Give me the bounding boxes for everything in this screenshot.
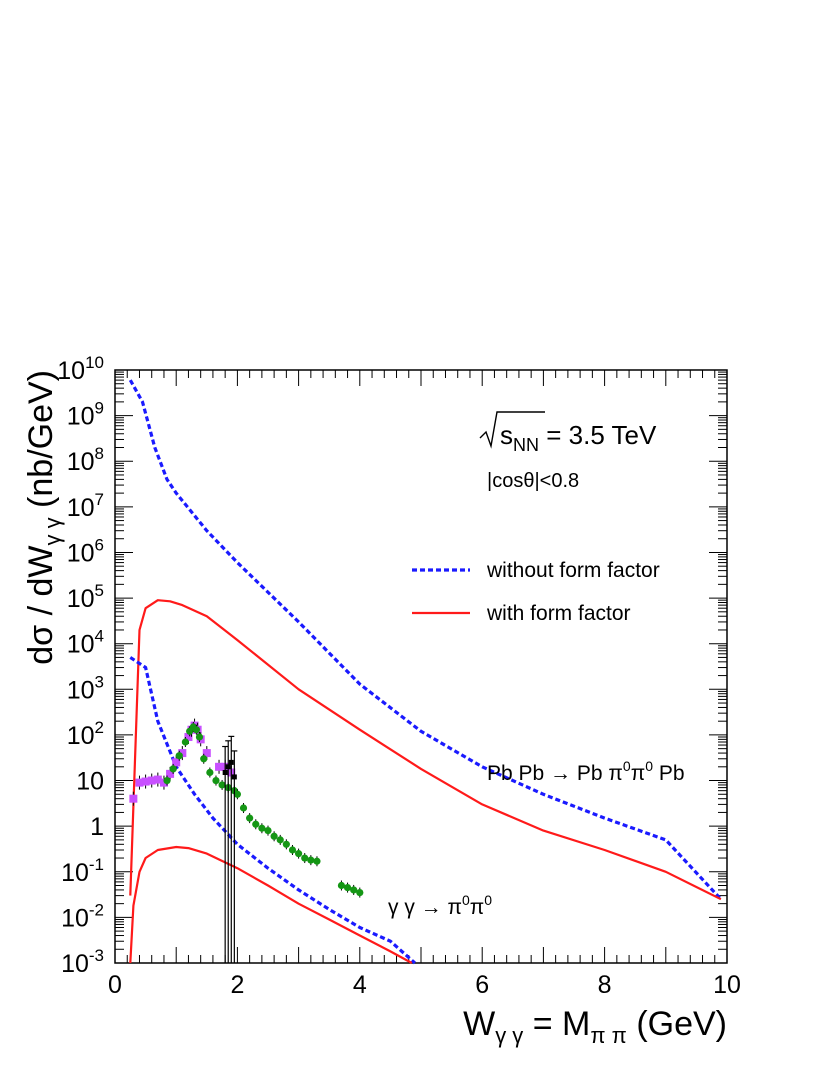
data-point-green xyxy=(163,776,171,785)
data-point-magenta xyxy=(135,778,144,787)
legend-label-without: without form factor xyxy=(486,559,660,582)
data-point-green xyxy=(218,781,226,789)
data-point-magenta xyxy=(159,778,168,787)
data-points xyxy=(129,718,364,963)
series-line-3 xyxy=(129,845,413,964)
x-tick-label: 4 xyxy=(353,971,367,999)
y-tick-label: 103 xyxy=(67,672,104,704)
data-point-green xyxy=(295,850,303,858)
data-point-green xyxy=(246,814,254,822)
gg-process-annotation: γ γ → π0π0 xyxy=(388,892,492,919)
data-point-green xyxy=(337,881,346,890)
legend-label-with: with form factor xyxy=(486,602,631,625)
x-tick-label: 2 xyxy=(230,971,244,999)
data-point-green xyxy=(301,854,309,862)
data-point-green xyxy=(200,755,208,763)
data-point-green xyxy=(169,765,177,773)
series-line-0 xyxy=(128,379,723,901)
svg-text:sNN = 3.5 TeV: sNN = 3.5 TeV xyxy=(500,420,657,455)
data-point-green xyxy=(276,836,284,844)
y-tick-label: 10 xyxy=(76,768,104,796)
data-point-magenta xyxy=(172,758,181,767)
cut-annotation: |cosθ|<0.8 xyxy=(487,470,579,492)
series xyxy=(128,379,723,965)
y-tick-label: 106 xyxy=(67,535,104,567)
legend: without form factor with form factor xyxy=(412,559,660,625)
data-point-green xyxy=(233,790,241,798)
data-point-green xyxy=(175,752,183,760)
data-point-green xyxy=(212,776,220,785)
data-point-magenta xyxy=(153,775,162,784)
energy-annotation: sNN = 3.5 TeV xyxy=(479,411,657,455)
data-point-magenta xyxy=(184,733,193,742)
data-point-green xyxy=(258,824,266,832)
data-point-green xyxy=(270,832,278,840)
data-point-green xyxy=(206,768,214,777)
y-tick-label: 105 xyxy=(67,581,104,613)
y-axis-title: dσ / dWγ γ (nb/GeV) xyxy=(22,370,65,665)
y-tick-label: 1010 xyxy=(57,353,104,385)
y-tick-labels: 10-3 10-2 10-1 1 10 102 103 104 105 106 107 108 109 1… xyxy=(57,353,104,978)
y-tick-label: 10-1 xyxy=(61,855,104,887)
plot-frame xyxy=(114,369,728,964)
data-point-green xyxy=(239,804,248,812)
x-tick-label: 0 xyxy=(108,971,122,999)
y-tick-label: 10-2 xyxy=(61,900,104,932)
data-point-magenta xyxy=(215,762,224,771)
tick-marks xyxy=(114,369,728,964)
data-point-green xyxy=(264,826,272,835)
process-annotation: Pb Pb → Pb π0π0 Pb xyxy=(487,758,685,785)
data-point-green xyxy=(252,820,260,828)
data-point-green xyxy=(307,856,315,864)
series-line-2 xyxy=(129,656,416,965)
data-point-black xyxy=(231,774,237,780)
y-tick-label: 1 xyxy=(90,813,104,841)
y-tick-label: 108 xyxy=(67,444,104,476)
y-tick-label: 107 xyxy=(67,490,104,522)
data-point-black xyxy=(222,770,228,776)
data-point-green xyxy=(195,733,204,741)
data-point-magenta xyxy=(166,769,175,778)
data-point-green xyxy=(356,888,364,897)
x-tick-label: 10 xyxy=(713,971,741,999)
data-point-green xyxy=(181,738,189,746)
data-point-black xyxy=(228,759,234,765)
data-point-green xyxy=(192,726,200,734)
x-tick-label: 8 xyxy=(598,971,612,999)
data-point-magenta xyxy=(141,777,150,786)
data-point-green xyxy=(343,883,352,892)
data-point-magenta xyxy=(202,749,211,758)
y-tick-label: 104 xyxy=(67,627,104,659)
x-tick-label: 6 xyxy=(475,971,489,999)
y-tick-label: 10-3 xyxy=(61,946,104,978)
x-axis-title: Wγ γ = Mπ π (GeV) xyxy=(463,1005,727,1048)
data-point-green xyxy=(282,840,290,848)
y-tick-label: 109 xyxy=(67,399,104,431)
series-line-1 xyxy=(129,599,722,901)
data-point-magenta xyxy=(147,776,156,785)
data-point-green xyxy=(288,846,297,854)
x-tick-labels: 0 2 4 6 8 10 xyxy=(108,971,741,999)
data-point-magenta xyxy=(129,794,138,803)
data-point-magenta xyxy=(178,749,187,758)
y-tick-label: 102 xyxy=(67,718,104,750)
data-point-black xyxy=(225,764,231,770)
data-point-green xyxy=(350,886,358,894)
data-point-green xyxy=(313,857,321,865)
